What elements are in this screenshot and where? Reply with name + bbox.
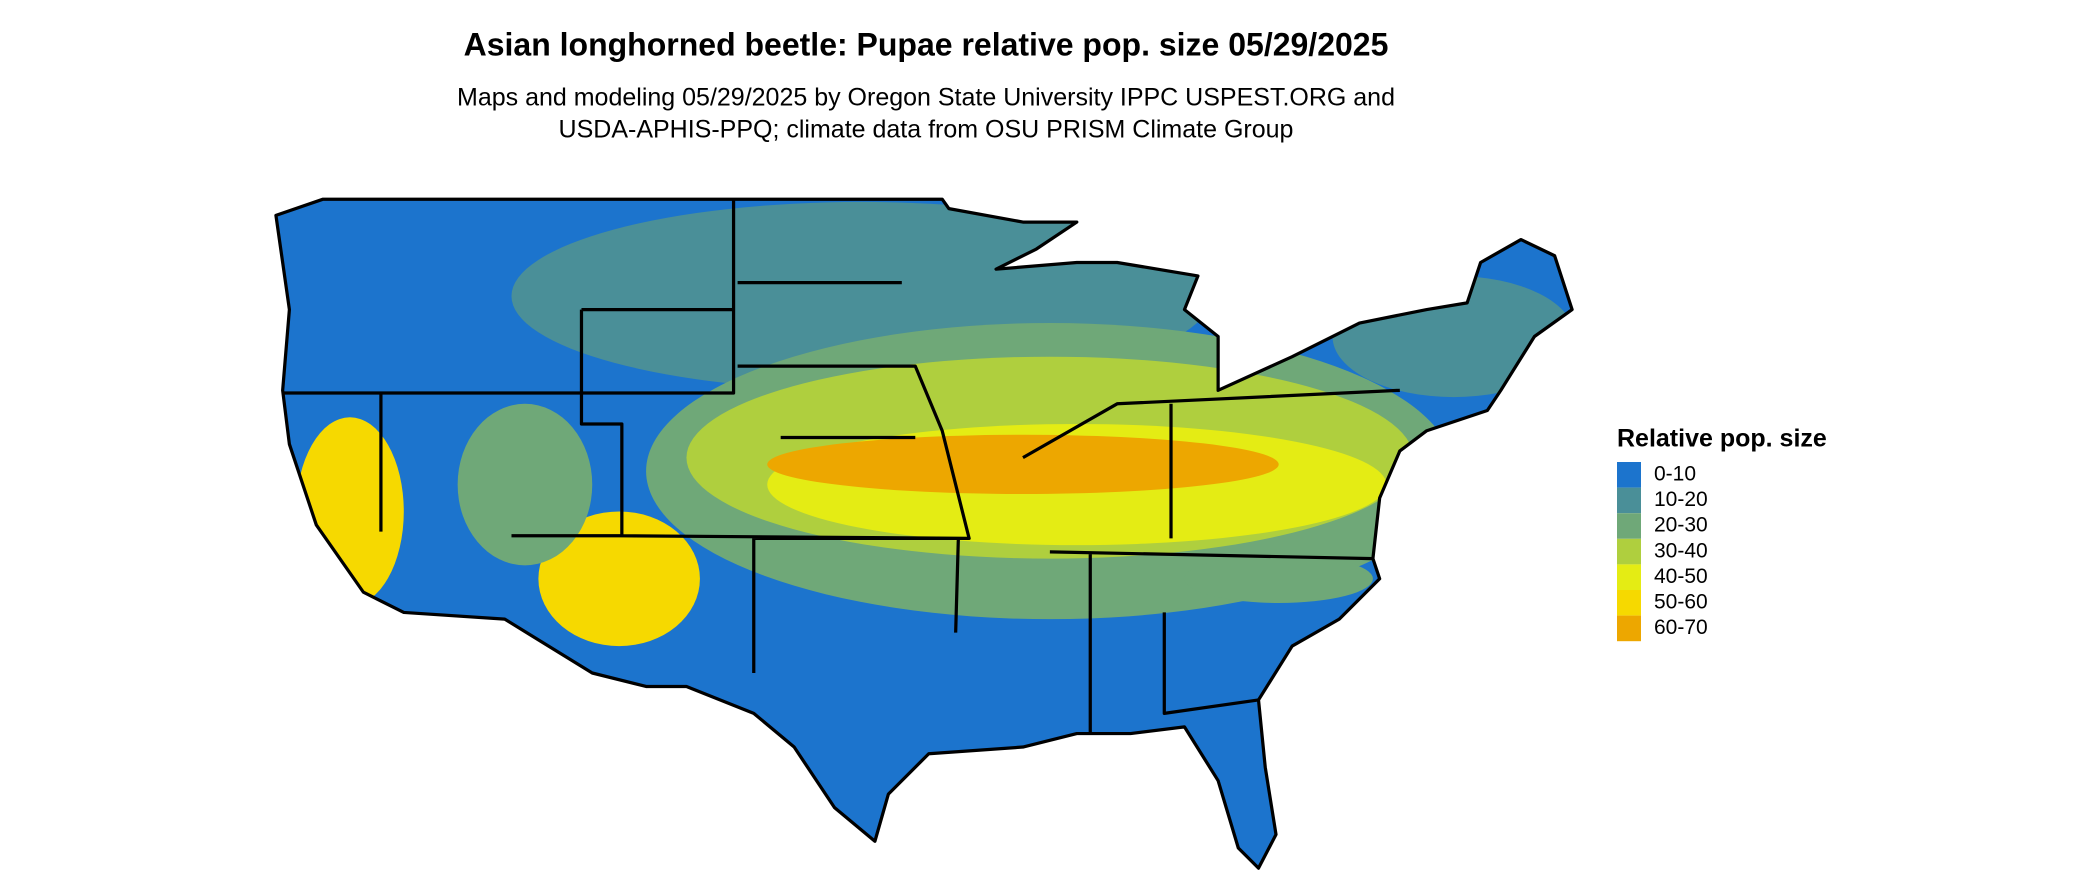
subtitle: USDA-APHIS-PPQ; climate data from OSU PR…: [559, 116, 1294, 144]
legend-title: Relative pop. size: [1617, 425, 1827, 453]
legend-label: 60-70: [1654, 616, 1708, 639]
legend-swatch: [1617, 538, 1641, 565]
legend-label: 30-40: [1654, 539, 1708, 562]
legend-swatch: [1617, 615, 1641, 642]
map-fill: [275, 199, 1573, 869]
legend-swatch: [1617, 513, 1641, 539]
legend-label: 20-30: [1654, 514, 1708, 537]
legend-swatch: [1617, 590, 1641, 616]
title: Asian longhorned beetle: Pupae relative …: [464, 26, 1389, 62]
legend-swatch: [1617, 462, 1641, 488]
legend-label: 50-60: [1654, 591, 1708, 614]
legend-swatch: [1617, 564, 1641, 590]
subtitle: Maps and modeling 05/29/2025 by Oregon S…: [457, 84, 1395, 112]
legend-label: 40-50: [1654, 565, 1708, 588]
legend-label: 0-10: [1654, 463, 1696, 486]
legend-label: 10-20: [1654, 488, 1708, 511]
legend-swatch: [1617, 487, 1641, 514]
map: [274, 197, 1574, 870]
